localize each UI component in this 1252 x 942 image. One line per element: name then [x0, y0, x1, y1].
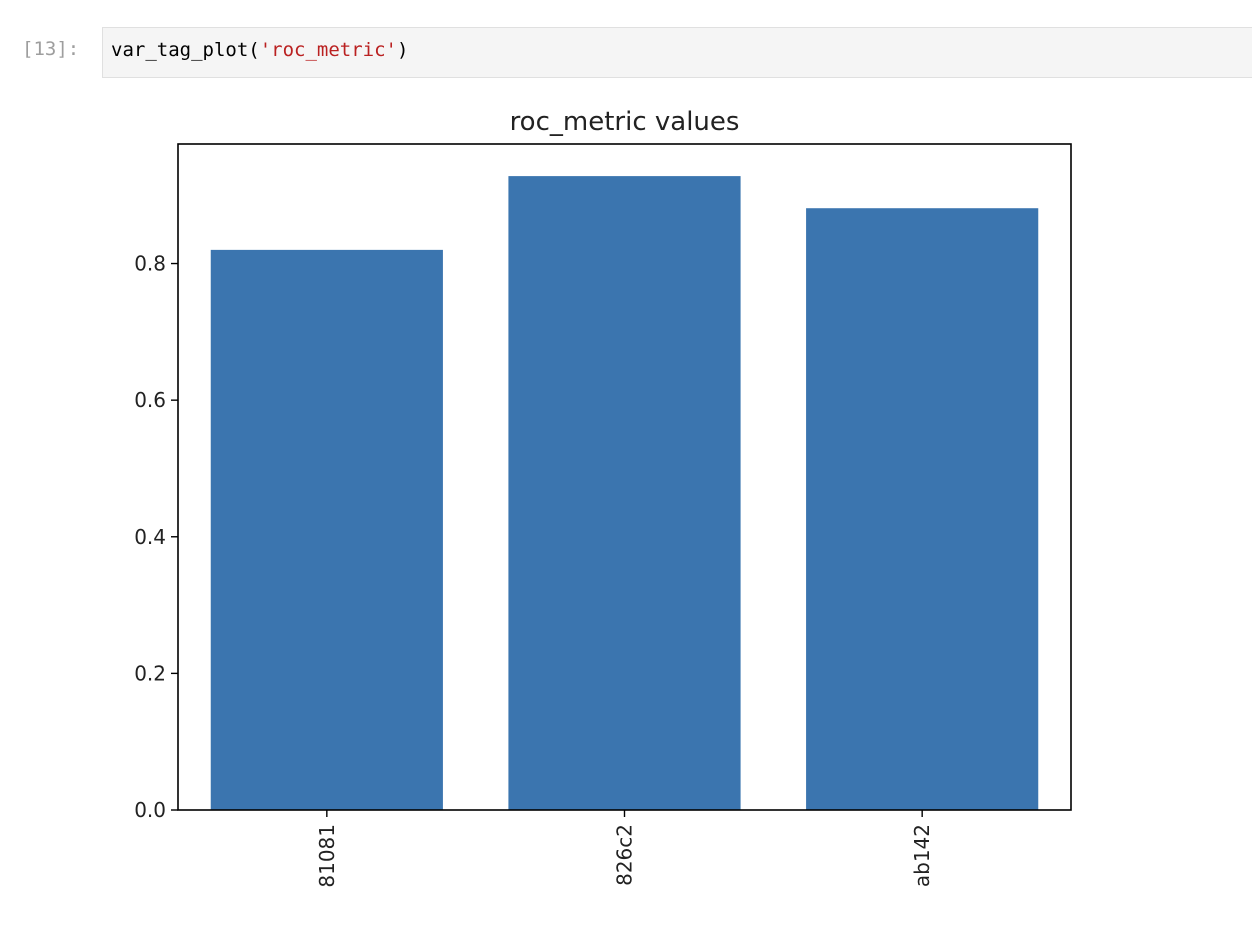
code-string-literal: 'roc_metric'	[259, 39, 397, 61]
bar-ab142	[806, 208, 1039, 810]
y-tick-label: 0.2	[134, 661, 166, 685]
execution-count-prompt: [13]:	[22, 38, 80, 60]
bar-81081	[210, 249, 443, 810]
code-close-paren: )	[397, 39, 409, 61]
y-tick-label: 0.6	[134, 388, 166, 412]
code-input-area[interactable]: var_tag_plot('roc_metric')	[102, 27, 1252, 78]
y-tick-label: 0.0	[134, 798, 166, 822]
bar-826c2	[508, 176, 741, 810]
x-tick-label: 826c2	[613, 824, 637, 886]
y-tick-label: 0.4	[134, 525, 166, 549]
x-tick-label: ab142	[910, 824, 934, 887]
code-line: var_tag_plot('roc_metric')	[111, 39, 408, 61]
chart-title: roc_metric values	[510, 107, 740, 137]
cell-output-area: roc_metric values 0.0 0.2 0.4 0.6 0.8 81081 826…	[102, 90, 1252, 942]
code-function-call: var_tag_plot(	[111, 39, 260, 61]
x-tick-label: 81081	[315, 824, 339, 888]
bar-chart: roc_metric values 0.0 0.2 0.4 0.6 0.8 81081 826…	[134, 107, 1072, 888]
y-tick-label: 0.8	[134, 252, 166, 276]
